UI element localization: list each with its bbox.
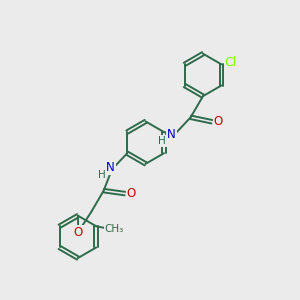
Text: O: O: [74, 226, 83, 239]
Text: O: O: [214, 115, 223, 128]
Text: N: N: [106, 161, 115, 175]
Text: H: H: [158, 136, 166, 146]
Text: O: O: [127, 187, 136, 200]
Text: Cl: Cl: [225, 56, 237, 69]
Text: N: N: [167, 128, 176, 141]
Text: H: H: [98, 170, 106, 180]
Text: CH₃: CH₃: [105, 224, 124, 234]
